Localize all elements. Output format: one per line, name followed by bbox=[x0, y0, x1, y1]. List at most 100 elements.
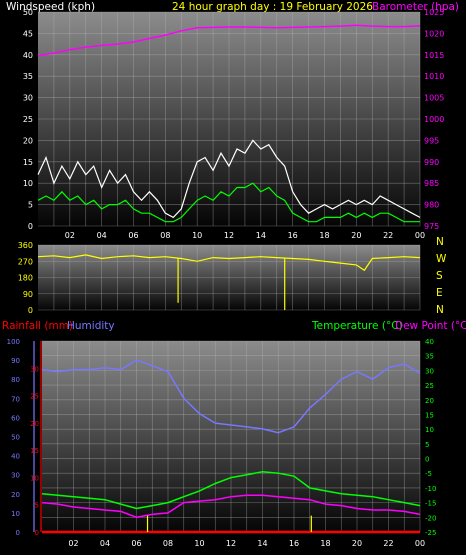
x-tick-label: 10 bbox=[194, 539, 204, 548]
wind-tick-label: 40 bbox=[23, 51, 33, 60]
rain-tick-label: 0 bbox=[35, 529, 39, 537]
temperature-tick-label: -5 bbox=[425, 470, 432, 478]
x-tick-label: 04 bbox=[100, 539, 110, 548]
x-tick-label: 08 bbox=[163, 539, 173, 548]
temperature-tick-label: 10 bbox=[425, 426, 434, 434]
x-tick-label: 14 bbox=[256, 231, 266, 240]
humidity-tick-label: 30 bbox=[11, 472, 20, 480]
barometer-tick-label: 1005 bbox=[424, 94, 444, 103]
direction-tick-label: 90 bbox=[23, 290, 33, 299]
humidity-tick-label: 100 bbox=[7, 338, 20, 346]
wind-tick-label: 0 bbox=[28, 222, 33, 231]
direction-line bbox=[37, 254, 421, 272]
rain-tick-label: 25 bbox=[30, 393, 39, 401]
temperature-tick-label: 30 bbox=[425, 367, 434, 375]
rain-tick-label: 15 bbox=[30, 447, 39, 455]
humidity-tick-label: 80 bbox=[11, 376, 20, 384]
x-tick-label: 22 bbox=[383, 539, 393, 548]
chart-title: 24 hour graph day : 19 February 2026 bbox=[172, 1, 373, 13]
temp-humidity-panel: 0102030405060708090100051015202530-25-20… bbox=[7, 338, 437, 548]
dewpoint-axis-label: Dew Point (°C) bbox=[395, 320, 466, 332]
x-tick-label: 04 bbox=[97, 231, 107, 240]
temperature-tick-label: 20 bbox=[425, 397, 434, 405]
rain-tick-label: 30 bbox=[30, 365, 39, 373]
temperature-tick-label: 35 bbox=[425, 353, 434, 361]
barometer-tick-label: 995 bbox=[424, 136, 439, 145]
x-tick-label: 22 bbox=[383, 231, 393, 240]
barometer-tick-label: 1000 bbox=[424, 115, 444, 124]
barometer-tick-label: 1020 bbox=[424, 29, 444, 38]
direction-tick-label: 360 bbox=[18, 241, 33, 250]
wind-tick-label: 20 bbox=[23, 136, 33, 145]
x-tick-label: 12 bbox=[226, 539, 236, 548]
x-tick-label: 06 bbox=[131, 539, 141, 548]
temperature-tick-label: -10 bbox=[425, 485, 436, 493]
humidity-axis-label: Humidity bbox=[67, 320, 115, 332]
wind-tick-label: 10 bbox=[23, 179, 33, 188]
x-tick-label: 20 bbox=[352, 539, 362, 548]
x-tick-label: 10 bbox=[192, 231, 202, 240]
rain-tick-label: 5 bbox=[35, 502, 39, 510]
temperature-tick-label: 40 bbox=[425, 338, 434, 346]
rainfall-axis-label: Rainfall (mm) bbox=[2, 320, 73, 332]
barometer-axis-label: Barometer (hpa) bbox=[372, 1, 459, 13]
series-line bbox=[37, 182, 420, 223]
temperature-tick-label: 5 bbox=[425, 441, 429, 449]
rain-tick-label: 10 bbox=[30, 474, 39, 482]
series-line bbox=[41, 471, 421, 510]
humidity-tick-label: 20 bbox=[11, 491, 20, 499]
temperature-tick-label: 25 bbox=[425, 382, 434, 390]
wind-tick-label: 35 bbox=[23, 72, 33, 81]
barometer-tick-label: 985 bbox=[424, 179, 439, 188]
compass-label: W bbox=[436, 253, 447, 265]
humidity-tick-label: 40 bbox=[11, 453, 20, 461]
x-tick-label: 12 bbox=[224, 231, 234, 240]
temperature-tick-label: 0 bbox=[425, 456, 429, 464]
x-tick-label: 16 bbox=[289, 539, 299, 548]
barometer-tick-label: 1015 bbox=[424, 51, 444, 60]
wind-barometer-panel: 0510152025303540455097598098599099510001… bbox=[23, 8, 445, 240]
wind-tick-label: 45 bbox=[23, 29, 33, 38]
rain-tick-label: 20 bbox=[30, 420, 39, 428]
series-line bbox=[37, 24, 421, 57]
humidity-tick-label: 70 bbox=[11, 395, 20, 403]
x-tick-label: 00 bbox=[415, 539, 425, 548]
temperature-tick-label: -15 bbox=[425, 500, 436, 508]
x-tick-label: 00 bbox=[415, 231, 425, 240]
x-tick-label: 02 bbox=[68, 539, 78, 548]
x-tick-label: 18 bbox=[319, 231, 329, 240]
compass-label: E bbox=[436, 287, 443, 299]
temperature-tick-label: -20 bbox=[425, 514, 436, 522]
series-line bbox=[41, 494, 421, 519]
x-tick-label: 14 bbox=[257, 539, 267, 548]
humidity-tick-label: 60 bbox=[11, 414, 20, 422]
direction-tick-label: 180 bbox=[18, 274, 33, 283]
barometer-tick-label: 990 bbox=[424, 158, 439, 167]
series-line bbox=[41, 359, 421, 434]
humidity-tick-label: 10 bbox=[11, 510, 20, 518]
temperature-tick-label: 15 bbox=[425, 411, 434, 419]
temperature-tick-label: -25 bbox=[425, 529, 436, 537]
temperature-axis-label: Temperature (°C) bbox=[311, 320, 403, 332]
compass-label: S bbox=[436, 270, 443, 282]
wind-tick-label: 50 bbox=[23, 8, 33, 17]
humidity-tick-label: 50 bbox=[11, 434, 20, 442]
series-line bbox=[37, 139, 421, 219]
direction-tick-label: 270 bbox=[18, 257, 33, 266]
x-tick-label: 06 bbox=[128, 231, 138, 240]
barometer-tick-label: 1010 bbox=[424, 72, 444, 81]
humidity-tick-label: 0 bbox=[16, 529, 20, 537]
barometer-tick-label: 980 bbox=[424, 201, 439, 210]
barometer-tick-label: 975 bbox=[424, 222, 439, 231]
compass-label: N bbox=[436, 304, 444, 316]
wind-tick-label: 25 bbox=[23, 115, 33, 124]
wind-tick-label: 30 bbox=[23, 94, 33, 103]
barometer-tick-label: 1025 bbox=[424, 8, 444, 17]
compass-label: N bbox=[436, 236, 444, 248]
x-tick-label: 16 bbox=[288, 231, 298, 240]
wind-tick-label: 15 bbox=[23, 158, 33, 167]
direction-tick-label: 0 bbox=[28, 306, 33, 315]
x-tick-label: 18 bbox=[320, 539, 330, 548]
